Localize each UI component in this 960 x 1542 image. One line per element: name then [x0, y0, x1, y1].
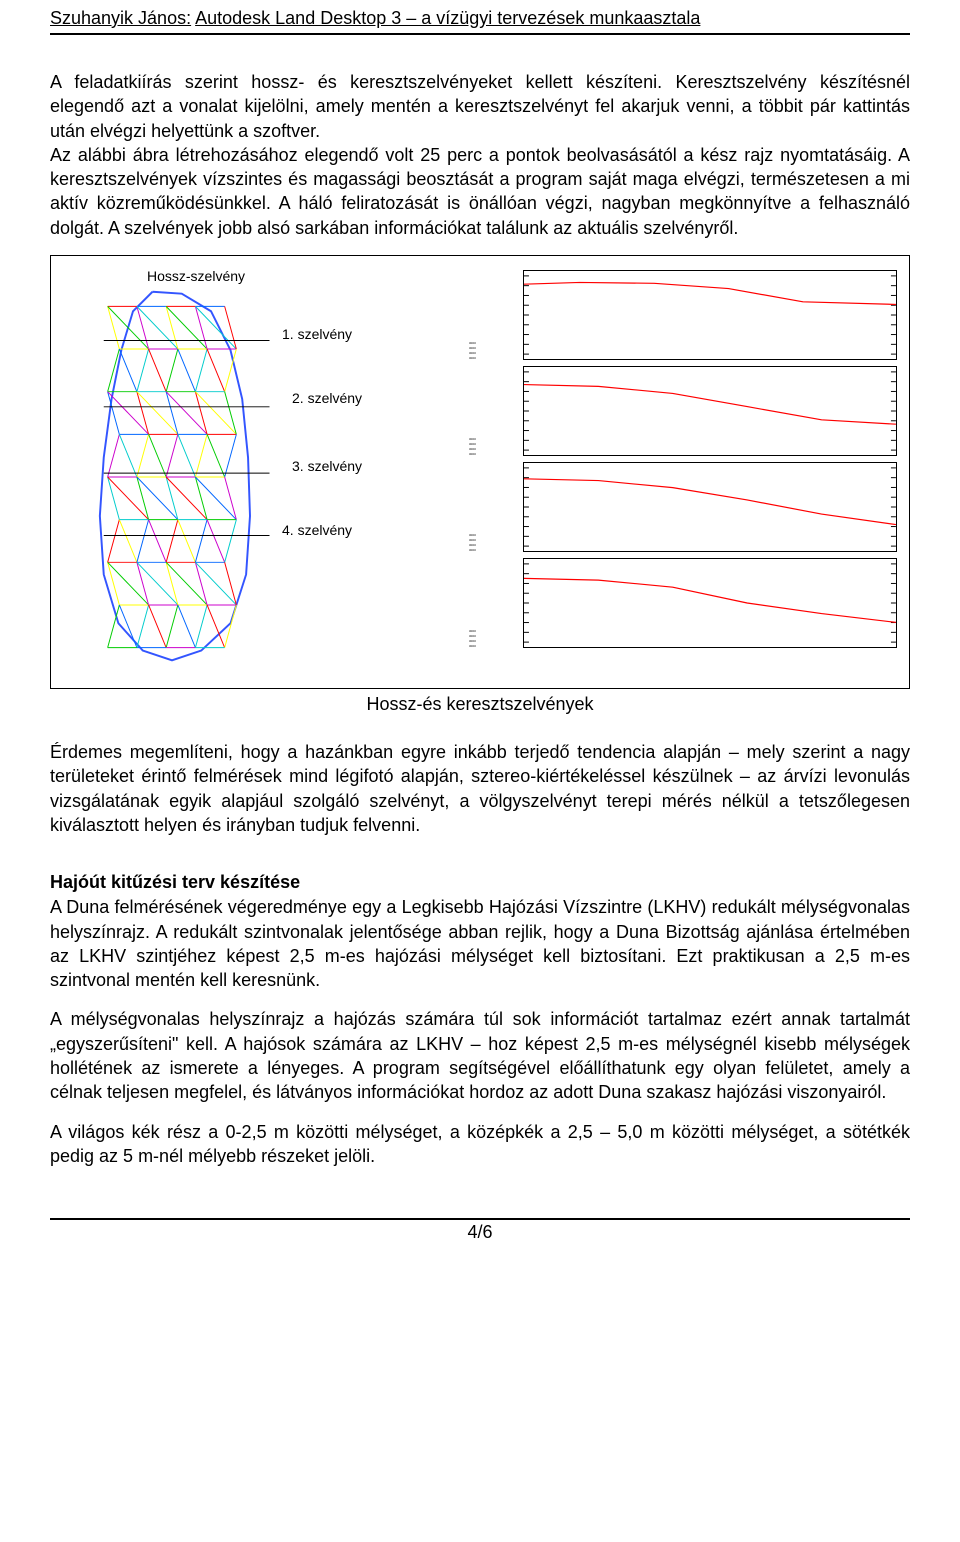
section2-p2: A mélységvonalas helyszínrajz a hajózás …: [50, 1007, 910, 1104]
paragraph-1: A feladatkiírás szerint hossz- és keresz…: [50, 70, 910, 143]
chart-legend-4: oooooooooooo: [469, 558, 523, 648]
chart-box-1: [523, 270, 897, 360]
chart-legend-1: oooooooooooo: [469, 270, 523, 360]
header-title-main: Autodesk Land Desktop 3 – a vízügyi terv…: [195, 8, 700, 28]
chart-row-1: oooooooooooo: [469, 270, 897, 360]
section2-p1: A Duna felmérésének végeredménye egy a L…: [50, 895, 910, 992]
paragraph-3-text: Érdemes megemlíteni, hogy a hazánkban eg…: [50, 742, 910, 835]
paragraph-2-text: Az alábbi ábra létrehozásához elegendő v…: [50, 145, 910, 238]
chart-box-4: [523, 558, 897, 648]
section-label-1: 1. szelvény: [282, 326, 352, 342]
footer: 4/6: [50, 1218, 910, 1243]
paragraph-3: Érdemes megemlíteni, hogy a hazánkban eg…: [50, 740, 910, 837]
page-header: Szuhanyik János: Autodesk Land Desktop 3…: [50, 0, 910, 35]
mesh-svg: [67, 282, 277, 672]
chart-row-2: oooooooooooo: [469, 366, 897, 456]
section2-p2-text: A mélységvonalas helyszínrajz a hajózás …: [50, 1009, 910, 1102]
chart-row-3: oooooooooooo: [469, 462, 897, 552]
section2-p1-text: A Duna felmérésének végeredménye egy a L…: [50, 897, 910, 990]
section-label-4: 4. szelvény: [282, 522, 352, 538]
page-number: 4/6: [50, 1220, 910, 1243]
chart-box-3: [523, 462, 897, 552]
paragraph-2: Az alábbi ábra létrehozásához elegendő v…: [50, 143, 910, 240]
paragraph-1-text: A feladatkiírás szerint hossz- és keresz…: [50, 72, 910, 141]
mesh-panel: Hossz-szelvény 1. szelvény 2. szelvény 3…: [57, 262, 463, 682]
header-author: Szuhanyik János:: [50, 8, 191, 28]
figure-caption: Hossz-és keresztszelvények: [50, 694, 910, 715]
chart-row-4: oooooooooooo: [469, 558, 897, 648]
charts-panel: oooooooooooo oooooooooooo oooooooooooo o…: [463, 262, 903, 682]
section-heading-2: Hajóút kitűzési terv készítése: [50, 872, 910, 893]
section2-p3: A világos kék rész a 0-2,5 m közötti mél…: [50, 1120, 910, 1169]
section-label-3: 3. szelvény: [292, 458, 362, 474]
section-label-2: 2. szelvény: [292, 390, 362, 406]
section2-p3-text: A világos kék rész a 0-2,5 m közötti mél…: [50, 1122, 910, 1166]
chart-box-2: [523, 366, 897, 456]
figure-frame: Hossz-szelvény 1. szelvény 2. szelvény 3…: [50, 255, 910, 689]
chart-legend-3: oooooooooooo: [469, 462, 523, 552]
chart-legend-2: oooooooooooo: [469, 366, 523, 456]
